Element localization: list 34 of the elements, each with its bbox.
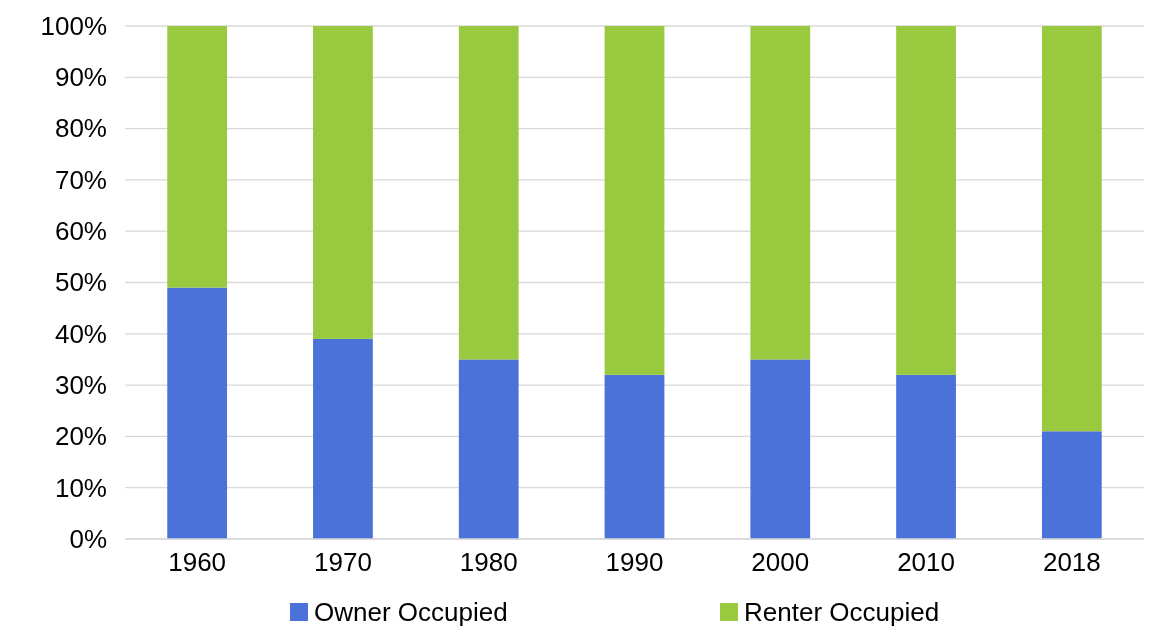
x-tick-label: 1990 <box>605 547 664 578</box>
legend-label: Owner Occupied <box>314 597 508 628</box>
bar <box>750 26 811 360</box>
x-tick-label: 1960 <box>168 547 227 578</box>
x-tick-label: 1970 <box>314 547 372 578</box>
bar <box>313 338 373 539</box>
y-tick-label: 20% <box>54 421 107 452</box>
legend-label: Renter Occupied <box>744 597 940 628</box>
y-tick-label: 30% <box>54 369 107 400</box>
bar <box>313 26 373 339</box>
x-tick-label: 2010 <box>897 547 955 578</box>
bar <box>896 26 956 375</box>
y-tick-label: 50% <box>54 267 107 298</box>
bar <box>604 374 665 539</box>
bar <box>1041 26 1102 432</box>
y-tick-label: 10% <box>54 472 107 503</box>
y-tick-label: 40% <box>54 318 107 349</box>
y-tick-label: 70% <box>54 164 107 195</box>
bar <box>1041 431 1102 539</box>
bar <box>458 359 519 539</box>
bar <box>750 359 811 539</box>
x-tick-label: 2000 <box>751 547 810 578</box>
x-tick-label: 2018 <box>1042 547 1101 578</box>
bar <box>896 374 956 539</box>
bar <box>604 26 665 375</box>
y-tick-label: 0% <box>69 523 107 554</box>
y-tick-label: 60% <box>54 216 107 247</box>
y-tick-label: 80% <box>54 113 107 144</box>
y-tick-label: 90% <box>54 62 107 93</box>
y-tick-label: 100% <box>40 10 107 41</box>
bar <box>167 287 228 539</box>
x-tick-label: 1980 <box>459 547 518 578</box>
bar <box>167 26 228 288</box>
bar <box>458 26 519 360</box>
